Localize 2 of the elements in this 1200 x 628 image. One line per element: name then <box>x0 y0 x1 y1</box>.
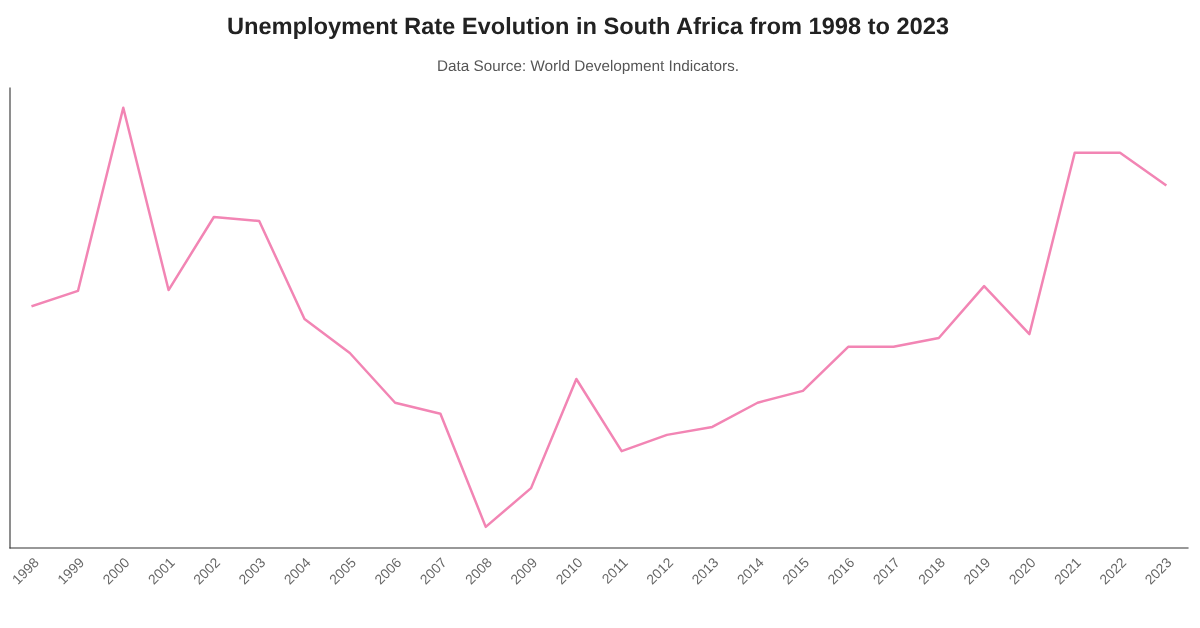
chart-title: Unemployment Rate Evolution in South Africa from 1998 to 2023 <box>228 17 949 39</box>
chart-subtitle: Data Source: World Development Indicators. <box>438 59 738 75</box>
